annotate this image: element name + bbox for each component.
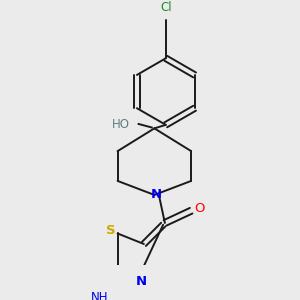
- Text: NH: NH: [91, 291, 109, 300]
- Text: O: O: [195, 202, 205, 215]
- Text: HO: HO: [112, 118, 130, 131]
- Text: Cl: Cl: [160, 2, 172, 14]
- Text: N: N: [151, 188, 162, 201]
- Text: N: N: [136, 275, 147, 288]
- Text: S: S: [106, 224, 116, 237]
